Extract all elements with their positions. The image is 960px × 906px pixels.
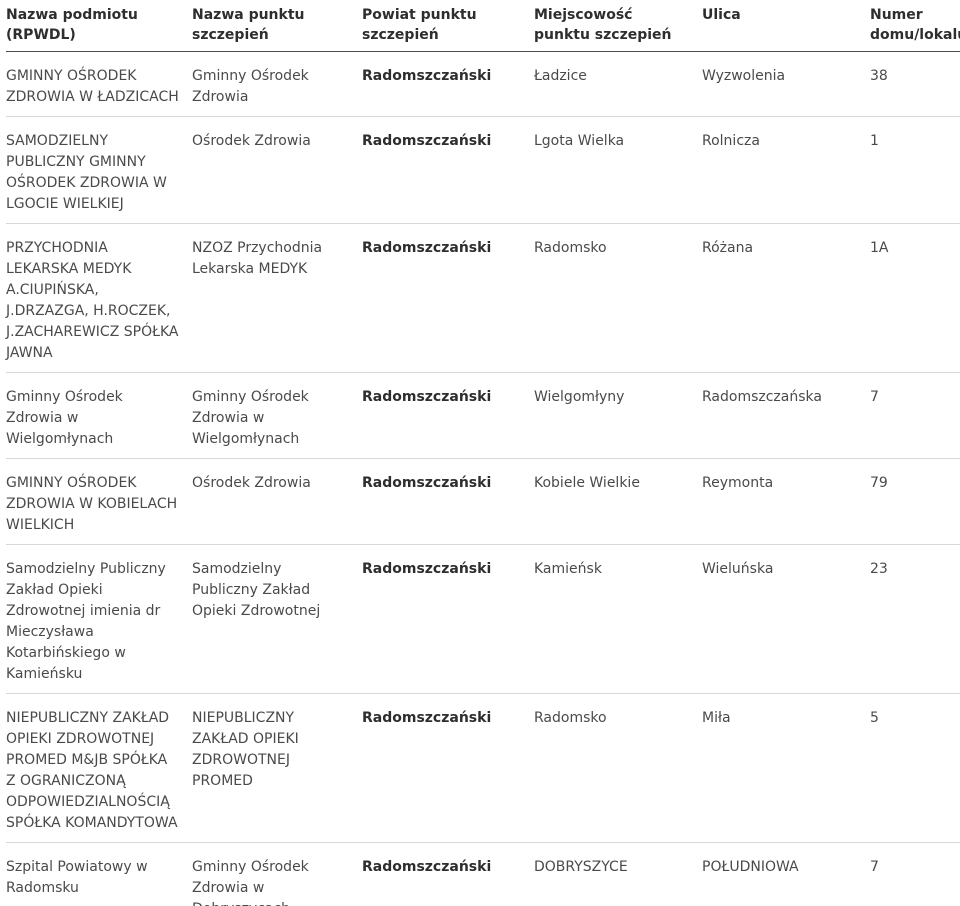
cell-powiat: Radomszczański: [362, 544, 534, 694]
cell-punkt: Gminny Ośrodek Zdrowia w Dobryszycach: [192, 842, 362, 906]
column-header-numer: Numer domu/lokalu: [870, 4, 960, 52]
column-header-miejscowosc: Miejscowość punktu szczepień: [534, 4, 702, 52]
table-row: NIEPUBLICZNY ZAKŁAD OPIEKI ZDROWOTNEJ PR…: [6, 693, 960, 843]
cell-podmiot: GMINNY OŚRODEK ZDROWIA W ŁADZICACH: [6, 51, 192, 117]
table-row: Gminny Ośrodek Zdrowia w Wielgomłynach Gm…: [6, 372, 960, 459]
cell-miejscowosc: Radomsko: [534, 693, 702, 843]
cell-powiat: Radomszczański: [362, 458, 534, 545]
cell-powiat: Radomszczański: [362, 693, 534, 843]
cell-numer: 38: [870, 51, 960, 117]
cell-miejscowosc: Ładzice: [534, 51, 702, 117]
cell-miejscowosc: DOBRYSZYCE: [534, 842, 702, 906]
cell-numer: 7: [870, 372, 960, 459]
cell-podmiot: PRZYCHODNIA LEKARSKA MEDYK A.CIUPIŃSKA, …: [6, 223, 192, 373]
cell-miejscowosc: Radomsko: [534, 223, 702, 373]
table-row: Szpital Powiatowy w Radomsku Gminny Ośrod…: [6, 842, 960, 906]
column-header-ulica: Ulica: [702, 4, 870, 52]
cell-punkt: Ośrodek Zdrowia: [192, 116, 362, 224]
cell-miejscowosc: Kamieńsk: [534, 544, 702, 694]
column-header-punkt: Nazwa punktu szczepień: [192, 4, 362, 52]
table-row: Samodzielny Publiczny Zakład Opieki Zdro…: [6, 544, 960, 694]
cell-punkt: Gminny Ośrodek Zdrowia w Wielgomłynach: [192, 372, 362, 459]
cell-punkt: NZOZ Przychodnia Lekarska MEDYK: [192, 223, 362, 373]
vaccination-points-table: Nazwa podmiotu (RPWDL) Nazwa punktu szcz…: [6, 4, 960, 906]
cell-ulica: Reymonta: [702, 458, 870, 545]
cell-punkt: Gminny Ośrodek Zdrowia: [192, 51, 362, 117]
cell-podmiot: NIEPUBLICZNY ZAKŁAD OPIEKI ZDROWOTNEJ PR…: [6, 693, 192, 843]
table-row: GMINNY OŚRODEK ZDROWIA W ŁADZICACH Gminny…: [6, 51, 960, 117]
cell-ulica: Wieluńska: [702, 544, 870, 694]
cell-miejscowosc: Kobiele Wielkie: [534, 458, 702, 545]
cell-podmiot: GMINNY OŚRODEK ZDROWIA W KOBIELACH WIELK…: [6, 458, 192, 545]
cell-ulica: Rolnicza: [702, 116, 870, 224]
cell-powiat: Radomszczański: [362, 372, 534, 459]
cell-ulica: POŁUDNIOWA: [702, 842, 870, 906]
cell-numer: 5: [870, 693, 960, 843]
cell-podmiot: Szpital Powiatowy w Radomsku: [6, 842, 192, 906]
cell-punkt: NIEPUBLICZNY ZAKŁAD OPIEKI ZDROWOTNEJ PR…: [192, 693, 362, 843]
cell-numer: 7: [870, 842, 960, 906]
cell-numer: 1: [870, 116, 960, 224]
table-header-row: Nazwa podmiotu (RPWDL) Nazwa punktu szcz…: [6, 4, 960, 52]
cell-miejscowosc: Wielgomłyny: [534, 372, 702, 459]
cell-punkt: Ośrodek Zdrowia: [192, 458, 362, 545]
table-row: PRZYCHODNIA LEKARSKA MEDYK A.CIUPIŃSKA, …: [6, 223, 960, 373]
cell-numer: 1A: [870, 223, 960, 373]
cell-numer: 23: [870, 544, 960, 694]
cell-miejscowosc: Lgota Wielka: [534, 116, 702, 224]
column-header-powiat: Powiat punktu szczepień: [362, 4, 534, 52]
cell-podmiot: Gminny Ośrodek Zdrowia w Wielgomłynach: [6, 372, 192, 459]
column-header-podmiot: Nazwa podmiotu (RPWDL): [6, 4, 192, 52]
table-row: SAMODZIELNY PUBLICZNY GMINNY OŚRODEK ZDR…: [6, 116, 960, 224]
cell-ulica: Różana: [702, 223, 870, 373]
cell-punkt: Samodzielny Publiczny Zakład Opieki Zdro…: [192, 544, 362, 694]
cell-powiat: Radomszczański: [362, 223, 534, 373]
cell-powiat: Radomszczański: [362, 116, 534, 224]
cell-ulica: Wyzwolenia: [702, 51, 870, 117]
cell-powiat: Radomszczański: [362, 842, 534, 906]
cell-ulica: Radomszczańska: [702, 372, 870, 459]
cell-podmiot: Samodzielny Publiczny Zakład Opieki Zdro…: [6, 544, 192, 694]
cell-powiat: Radomszczański: [362, 51, 534, 117]
table-row: GMINNY OŚRODEK ZDROWIA W KOBIELACH WIELK…: [6, 458, 960, 545]
cell-podmiot: SAMODZIELNY PUBLICZNY GMINNY OŚRODEK ZDR…: [6, 116, 192, 224]
cell-numer: 79: [870, 458, 960, 545]
table-body: GMINNY OŚRODEK ZDROWIA W ŁADZICACH Gminny…: [6, 51, 960, 906]
cell-ulica: Miła: [702, 693, 870, 843]
